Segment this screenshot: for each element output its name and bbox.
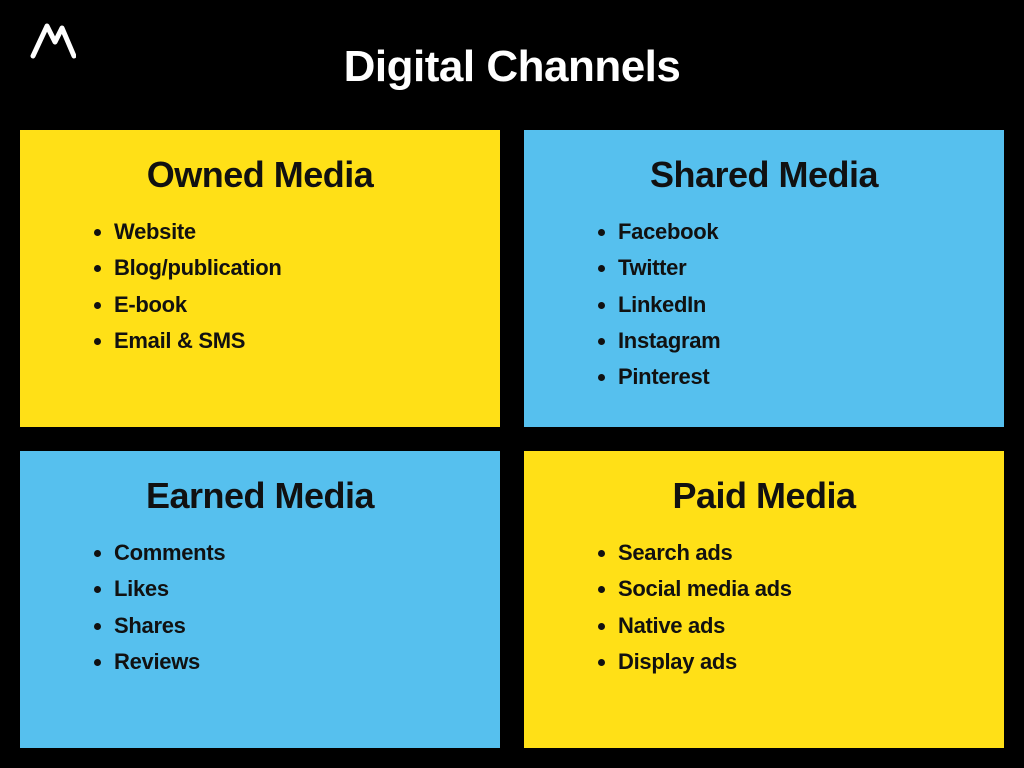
list-item: Blog/publication: [114, 250, 468, 286]
card-list: Facebook Twitter LinkedIn Instagram Pint…: [556, 214, 972, 395]
list-item: Reviews: [114, 644, 468, 680]
list-item: Shares: [114, 608, 468, 644]
list-item: LinkedIn: [618, 287, 972, 323]
list-item: Comments: [114, 535, 468, 571]
card-earned-media: Earned Media Comments Likes Shares Revie…: [20, 451, 500, 748]
card-owned-media: Owned Media Website Blog/publication E-b…: [20, 130, 500, 427]
card-list: Comments Likes Shares Reviews: [52, 535, 468, 680]
list-item: Website: [114, 214, 468, 250]
list-item: Facebook: [618, 214, 972, 250]
list-item: Email & SMS: [114, 323, 468, 359]
list-item: E-book: [114, 287, 468, 323]
list-item: Instagram: [618, 323, 972, 359]
logo-icon: [28, 18, 76, 67]
cards-grid: Owned Media Website Blog/publication E-b…: [20, 130, 1004, 748]
list-item: Social media ads: [618, 571, 972, 607]
page-title: Digital Channels: [0, 0, 1024, 92]
card-paid-media: Paid Media Search ads Social media ads N…: [524, 451, 1004, 748]
card-shared-media: Shared Media Facebook Twitter LinkedIn I…: [524, 130, 1004, 427]
card-list: Website Blog/publication E-book Email & …: [52, 214, 468, 359]
list-item: Likes: [114, 571, 468, 607]
list-item: Search ads: [618, 535, 972, 571]
card-title: Earned Media: [52, 475, 468, 517]
list-item: Display ads: [618, 644, 972, 680]
list-item: Twitter: [618, 250, 972, 286]
list-item: Native ads: [618, 608, 972, 644]
card-title: Owned Media: [52, 154, 468, 196]
card-title: Shared Media: [556, 154, 972, 196]
card-list: Search ads Social media ads Native ads D…: [556, 535, 972, 680]
card-title: Paid Media: [556, 475, 972, 517]
list-item: Pinterest: [618, 359, 972, 395]
